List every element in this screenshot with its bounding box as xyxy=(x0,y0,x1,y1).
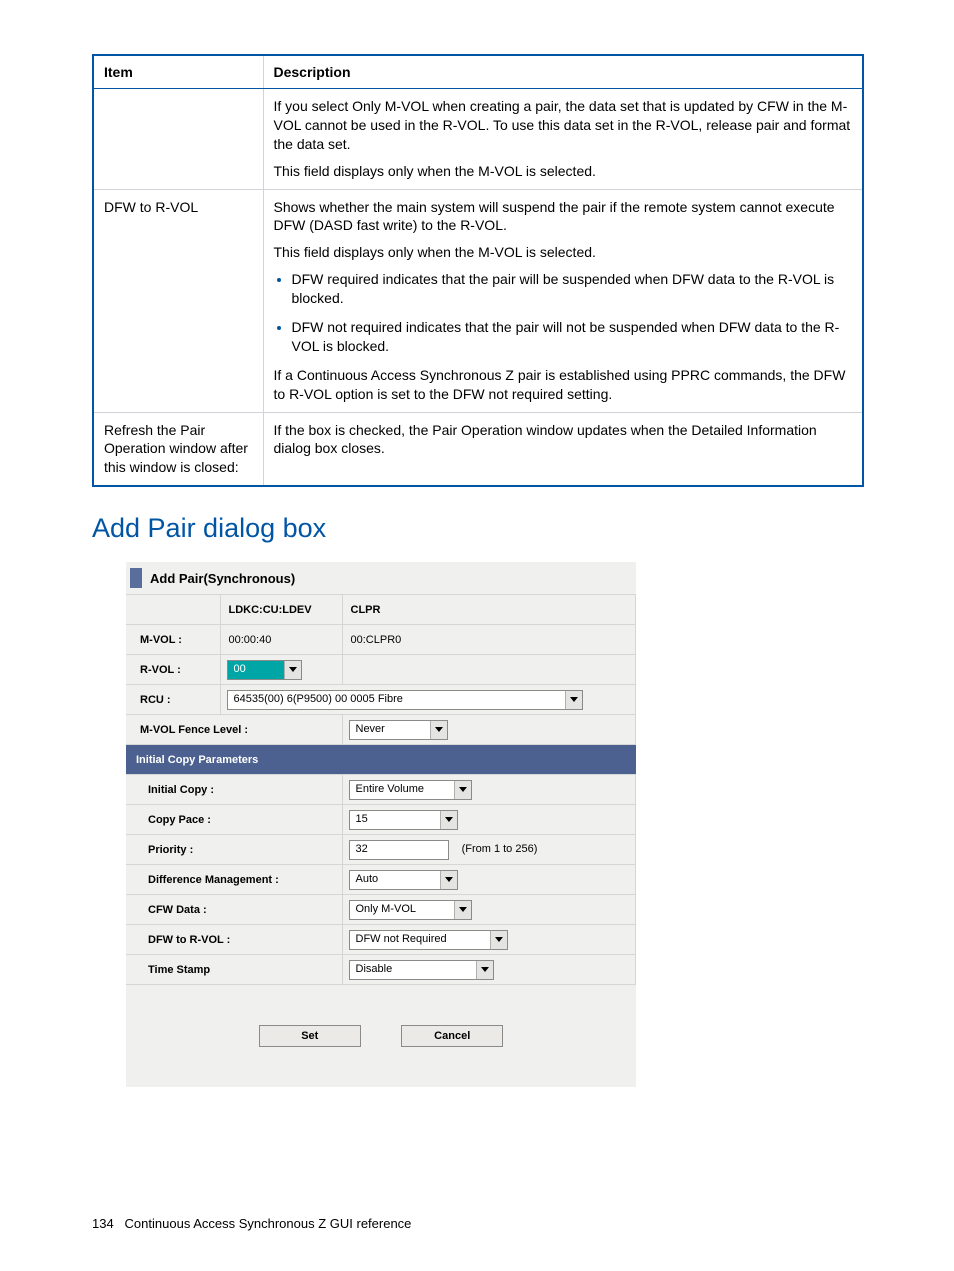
cancel-button[interactable]: Cancel xyxy=(401,1025,503,1047)
rcu-value-cell: 64535(00) 6(P9500) 00 0005 Fibre xyxy=(220,685,636,715)
para: This field displays only when the M-VOL … xyxy=(274,243,853,262)
fence-label: M-VOL Fence Level : xyxy=(126,715,342,745)
chevron-down-icon xyxy=(430,721,447,739)
initial-copy-label: Initial Copy : xyxy=(126,775,342,805)
page-number: 134 xyxy=(92,1216,114,1231)
fence-value-cell: Never xyxy=(342,715,636,745)
chevron-down-icon xyxy=(440,811,457,829)
diff-mgmt-row: Difference Management : Auto xyxy=(126,865,636,895)
table-header-description: Description xyxy=(263,55,863,89)
rcu-value: 64535(00) 6(P9500) 00 0005 Fibre xyxy=(228,691,565,709)
para: If a Continuous Access Synchronous Z pai… xyxy=(274,366,853,404)
table-item-cell: DFW to R-VOL xyxy=(93,189,263,412)
table-item-cell xyxy=(93,89,263,190)
dialog-button-row: Set Cancel xyxy=(126,985,636,1087)
section-title: Initial Copy Parameters xyxy=(126,745,636,775)
initial-copy-params-band: Initial Copy Parameters xyxy=(126,745,636,775)
mvol-ldkc: 00:00:40 xyxy=(220,625,342,655)
dialog-grid: LDKC:CU:LDEV CLPR M-VOL : 00:00:40 00:CL… xyxy=(126,594,636,985)
mvol-label: M-VOL : xyxy=(126,625,220,655)
section-heading: Add Pair dialog box xyxy=(92,513,864,544)
rvol-row: R-VOL : 00 xyxy=(126,655,636,685)
priority-hint: (From 1 to 256) xyxy=(462,843,538,855)
mvol-clpr: 00:CLPR0 xyxy=(342,625,636,655)
description-table: Item Description If you select Only M-VO… xyxy=(92,54,864,487)
mvol-row: M-VOL : 00:00:40 00:CLPR0 xyxy=(126,625,636,655)
priority-label: Priority : xyxy=(126,835,342,865)
rcu-dropdown[interactable]: 64535(00) 6(P9500) 00 0005 Fibre xyxy=(227,690,583,710)
para: Shows whether the main system will suspe… xyxy=(274,198,853,236)
ts-value: Disable xyxy=(350,961,476,979)
chevron-down-icon xyxy=(454,901,471,919)
copy-pace-row: Copy Pace : 15 xyxy=(126,805,636,835)
para: If you select Only M-VOL when creating a… xyxy=(274,97,853,154)
dialog-titlebar: Add Pair(Synchronous) xyxy=(126,562,636,594)
col-header-clpr: CLPR xyxy=(342,595,636,625)
initial-copy-value: Entire Volume xyxy=(350,781,454,799)
ts-dropdown[interactable]: Disable xyxy=(349,960,494,980)
titlebar-accent xyxy=(130,568,142,588)
rvol-value-cell: 00 xyxy=(220,655,342,685)
fence-value: Never xyxy=(350,721,430,739)
dialog-header-row: LDKC:CU:LDEV CLPR xyxy=(126,595,636,625)
cfw-dropdown[interactable]: Only M-VOL xyxy=(349,900,472,920)
set-button[interactable]: Set xyxy=(259,1025,361,1047)
rvol-dropdown[interactable]: 00 xyxy=(227,660,302,680)
chevron-down-icon xyxy=(284,661,301,679)
priority-input[interactable]: 32 xyxy=(349,840,449,860)
dfw-row: DFW to R-VOL : DFW not Required xyxy=(126,925,636,955)
diff-value: Auto xyxy=(350,871,440,889)
copy-pace-label: Copy Pace : xyxy=(126,805,342,835)
fence-dropdown[interactable]: Never xyxy=(349,720,448,740)
rcu-label: RCU : xyxy=(126,685,220,715)
table-desc-cell: If the box is checked, the Pair Operatio… xyxy=(263,412,863,486)
copy-pace-value: 15 xyxy=(350,811,440,829)
dialog-title: Add Pair(Synchronous) xyxy=(150,571,295,586)
table-desc-cell: If you select Only M-VOL when creating a… xyxy=(263,89,863,190)
table-desc-cell: Shows whether the main system will suspe… xyxy=(263,189,863,412)
table-row: DFW to R-VOL Shows whether the main syst… xyxy=(93,189,863,412)
priority-row: Priority : 32 (From 1 to 256) xyxy=(126,835,636,865)
copy-pace-dropdown[interactable]: 15 xyxy=(349,810,458,830)
fence-row: M-VOL Fence Level : Never xyxy=(126,715,636,745)
chevron-down-icon xyxy=(565,691,582,709)
bullet-list: DFW required indicates that the pair wil… xyxy=(274,270,853,356)
table-row: If you select Only M-VOL when creating a… xyxy=(93,89,863,190)
table-item-cell: Refresh the Pair Operation window after … xyxy=(93,412,263,486)
para: If the box is checked, the Pair Operatio… xyxy=(274,421,853,459)
timestamp-row: Time Stamp Disable xyxy=(126,955,636,985)
dfw-dropdown[interactable]: DFW not Required xyxy=(349,930,508,950)
cfw-value: Only M-VOL xyxy=(350,901,454,919)
table-header-item: Item xyxy=(93,55,263,89)
initial-copy-row: Initial Copy : Entire Volume xyxy=(126,775,636,805)
diff-dropdown[interactable]: Auto xyxy=(349,870,458,890)
chevron-down-icon xyxy=(490,931,507,949)
col-header-ldkc: LDKC:CU:LDEV xyxy=(220,595,342,625)
cfw-label: CFW Data : xyxy=(126,895,342,925)
initial-copy-dropdown[interactable]: Entire Volume xyxy=(349,780,472,800)
cfw-row: CFW Data : Only M-VOL xyxy=(126,895,636,925)
bullet: DFW required indicates that the pair wil… xyxy=(292,270,853,308)
dfw-value: DFW not Required xyxy=(350,931,490,949)
para: This field displays only when the M-VOL … xyxy=(274,162,853,181)
page-footer: 134 Continuous Access Synchronous Z GUI … xyxy=(92,1216,411,1231)
chevron-down-icon xyxy=(476,961,493,979)
table-row: Refresh the Pair Operation window after … xyxy=(93,412,863,486)
rvol-label: R-VOL : xyxy=(126,655,220,685)
ts-label: Time Stamp xyxy=(126,955,342,985)
chevron-down-icon xyxy=(454,781,471,799)
add-pair-dialog: Add Pair(Synchronous) LDKC:CU:LDEV CLPR … xyxy=(126,562,636,1087)
diff-label: Difference Management : xyxy=(126,865,342,895)
rcu-row: RCU : 64535(00) 6(P9500) 00 0005 Fibre xyxy=(126,685,636,715)
dfw-label: DFW to R-VOL : xyxy=(126,925,342,955)
footer-title: Continuous Access Synchronous Z GUI refe… xyxy=(125,1216,412,1231)
chevron-down-icon xyxy=(440,871,457,889)
bullet: DFW not required indicates that the pair… xyxy=(292,318,853,356)
rvol-value: 00 xyxy=(228,661,284,679)
